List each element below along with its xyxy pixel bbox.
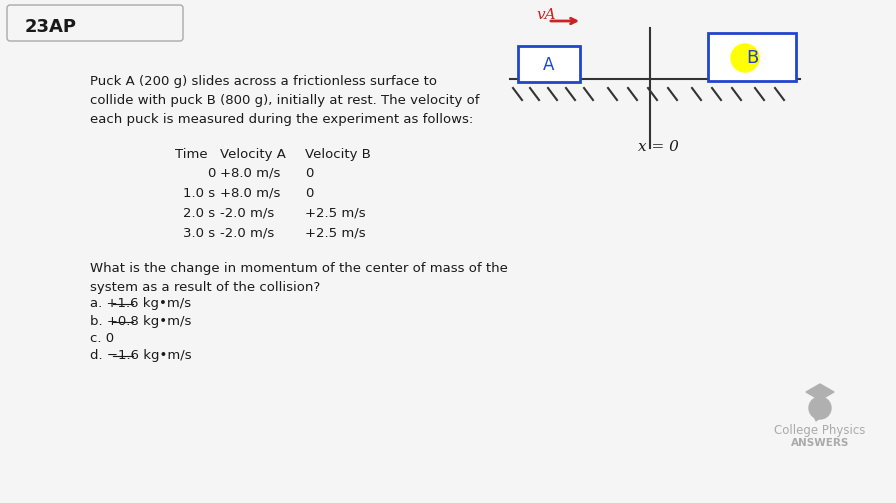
Text: 23AP: 23AP (25, 18, 77, 36)
Text: +8.0 m/s: +8.0 m/s (220, 167, 280, 180)
Text: x = 0: x = 0 (638, 140, 679, 154)
Circle shape (731, 44, 759, 72)
Text: +2.5 m/s: +2.5 m/s (305, 207, 366, 220)
Polygon shape (814, 416, 822, 421)
Text: Velocity A: Velocity A (220, 148, 286, 161)
Text: -2.0 m/s: -2.0 m/s (220, 207, 274, 220)
Text: a. +1.6 kg•m/s: a. +1.6 kg•m/s (90, 297, 191, 310)
Text: College Physics: College Physics (774, 424, 866, 437)
Text: b. +0.8 kg•m/s: b. +0.8 kg•m/s (90, 315, 192, 328)
Text: +2.5 m/s: +2.5 m/s (305, 227, 366, 240)
Text: 1.0 s: 1.0 s (183, 187, 215, 200)
Text: What is the change in momentum of the center of mass of the
system as a result o: What is the change in momentum of the ce… (90, 262, 508, 294)
Text: c. 0: c. 0 (90, 332, 114, 345)
FancyBboxPatch shape (7, 5, 183, 41)
Circle shape (809, 397, 831, 419)
Text: 2.0 s: 2.0 s (183, 207, 215, 220)
Polygon shape (806, 384, 834, 400)
Text: ANSWERS: ANSWERS (791, 438, 849, 448)
Text: 0: 0 (207, 167, 215, 180)
Bar (518, 46, 580, 82)
Text: vA: vA (536, 8, 556, 22)
Text: Time: Time (175, 148, 208, 161)
Text: 3.0 s: 3.0 s (183, 227, 215, 240)
Text: 0: 0 (305, 187, 314, 200)
Text: -2.0 m/s: -2.0 m/s (220, 227, 274, 240)
Text: A: A (543, 56, 555, 74)
Text: d. −1.6 kg•m/s: d. −1.6 kg•m/s (90, 349, 192, 362)
Text: +8.0 m/s: +8.0 m/s (220, 187, 280, 200)
Bar (708, 33, 796, 81)
Text: Puck A (200 g) slides across a frictionless surface to
collide with puck B (800 : Puck A (200 g) slides across a frictionl… (90, 75, 479, 126)
Text: 0: 0 (305, 167, 314, 180)
Text: Velocity B: Velocity B (305, 148, 371, 161)
Text: B: B (745, 49, 758, 67)
